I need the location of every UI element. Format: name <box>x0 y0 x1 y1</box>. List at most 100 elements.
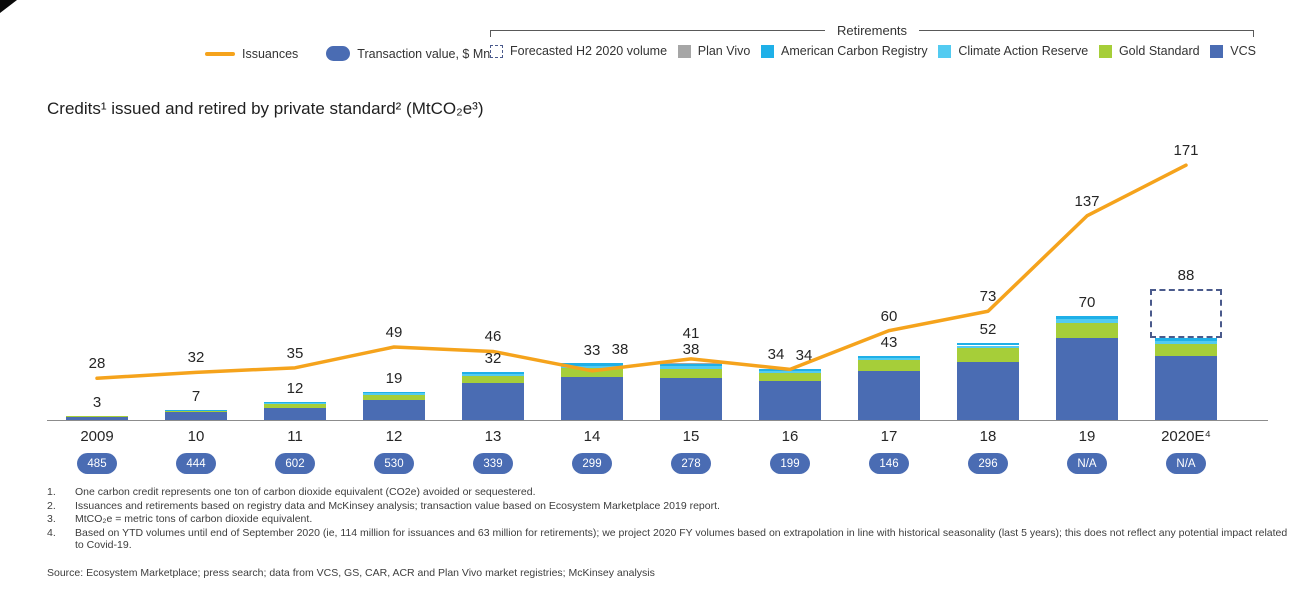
bracket-line-right <box>919 30 1254 31</box>
transaction-value-badge: 530 <box>374 453 414 474</box>
bar-segment-climate-action-reserve <box>264 402 326 405</box>
footnote-text: One carbon credit represents one ton of … <box>75 486 536 498</box>
bar-segment-vcs <box>957 361 1019 420</box>
footnote-text: Based on YTD volumes until end of Septem… <box>75 526 1288 552</box>
x-axis-label: 2020E⁴ <box>1161 428 1211 445</box>
issuances-value-label: 60 <box>880 307 898 325</box>
transaction-value-badge: 296 <box>968 453 1008 474</box>
bar-segment-climate-action-reserve <box>462 373 524 377</box>
legend-label-climate-action-reserve: Climate Action Reserve <box>958 44 1089 58</box>
transaction-value-badge: N/A <box>1067 453 1107 474</box>
x-axis-label: 12 <box>385 428 403 445</box>
legend-item-forecasted-h2-2020-volume: Forecasted H2 2020 volume <box>490 44 667 58</box>
bar-segment-american-carbon-registry <box>561 363 623 366</box>
bar-segment-climate-action-reserve <box>1155 341 1217 344</box>
bar-segment-american-carbon-registry <box>957 342 1019 346</box>
bar-segment-american-carbon-registry <box>660 364 722 367</box>
footnote-number: 4. <box>47 526 56 539</box>
footnote: 3. MtCO₂e = metric tons of carbon dioxide… <box>47 513 1292 526</box>
legend-item-american-carbon-registry: American Carbon Registry <box>761 44 928 58</box>
transaction-value-badge: 444 <box>176 453 216 474</box>
gold-standard-swatch-icon <box>1098 44 1112 58</box>
transaction-value-badge: N/A <box>1166 453 1206 474</box>
legend-label-transaction-value: Transaction value, $ Mn <box>357 46 491 61</box>
legend-primary: Issuances Transaction value, $ Mn <box>205 46 490 61</box>
transaction-value-badge: 299 <box>572 453 612 474</box>
issuances-value-label: 41 <box>682 324 700 342</box>
issuances-value-label: 49 <box>385 323 403 341</box>
bar-segment-climate-action-reserve <box>561 365 623 368</box>
retirements-total-label: 88 <box>1177 266 1195 284</box>
retirements-total-label: 7 <box>191 387 201 405</box>
retirements-total-label: 38 <box>611 341 629 359</box>
footnote: 4. Based on YTD volumes until end of Sept… <box>47 527 1292 552</box>
footnote-text: Issuances and retirements based on regis… <box>75 499 720 512</box>
bracket-tick-right <box>1253 30 1255 37</box>
retirements-legend-items: Forecasted H2 2020 volume Plan Vivo Americ… <box>490 44 1256 58</box>
bar-segment-vcs <box>1056 338 1118 420</box>
bar-segment-forecasted-h2-2020-volume <box>1150 288 1222 339</box>
slide-corner-mark <box>0 0 17 13</box>
bar-segment-gold-standard <box>561 367 623 377</box>
bar-segment-vcs <box>363 399 425 420</box>
bar-segment-gold-standard <box>462 376 524 383</box>
footnote-number: 3. <box>47 513 56 526</box>
legend-item-climate-action-reserve: Climate Action Reserve <box>938 44 1088 58</box>
legend-label-forecasted-h2-2020-volume: Forecasted H2 2020 volume <box>510 44 668 58</box>
bar-segment-gold-standard <box>1056 323 1118 339</box>
x-axis-label: 13 <box>484 428 502 445</box>
forecasted-h2-2020-volume-swatch-icon <box>490 44 503 58</box>
retirements-total-label: 32 <box>484 350 502 368</box>
x-axis-label: 14 <box>583 428 601 445</box>
bar-segment-gold-standard <box>1155 344 1217 356</box>
bar-segment-vcs <box>264 408 326 420</box>
issuances-value-label: 35 <box>286 344 304 362</box>
bar-segment-american-carbon-registry <box>363 391 425 393</box>
bar-segment-vcs <box>561 376 623 420</box>
issuances-value-label: 32 <box>187 349 205 367</box>
bar-segment-gold-standard <box>264 404 326 409</box>
bar-segment-climate-action-reserve <box>858 358 920 361</box>
retirements-total-label: 34 <box>795 347 813 365</box>
retirements-total-label: 43 <box>880 333 898 351</box>
bar-segment-american-carbon-registry <box>759 369 821 371</box>
bracket-tick-left <box>490 30 491 37</box>
bar-segment-climate-action-reserve <box>363 392 425 395</box>
bar-segment-climate-action-reserve <box>1056 319 1118 324</box>
bar-segment-gold-standard <box>660 369 722 379</box>
issuances-value-label: 137 <box>1074 192 1100 210</box>
transaction-value-badge: 278 <box>671 453 711 474</box>
x-axis-label: 17 <box>880 428 898 445</box>
x-axis-label: 18 <box>979 428 997 445</box>
retirements-total-label: 3 <box>92 393 102 411</box>
transaction-value-badge: 199 <box>770 453 810 474</box>
x-axis-label: 19 <box>1078 428 1096 445</box>
legend-item-issuances: Issuances <box>205 47 298 61</box>
issuances-value-label: 34 <box>767 346 785 364</box>
footnote: 1. One carbon credit represents one ton o… <box>47 486 1292 499</box>
retirements-total-label: 38 <box>682 341 700 359</box>
bar-segment-american-carbon-registry <box>858 355 920 359</box>
transaction-value-badge: 602 <box>275 453 315 474</box>
x-axis-label: 10 <box>187 428 205 445</box>
legend-label-issuances: Issuances <box>242 46 299 61</box>
legend-item-plan-vivo: Plan Vivo <box>677 44 750 58</box>
climate-action-reserve-swatch-icon <box>938 44 952 58</box>
source-line: Source: Ecosystem Marketplace; press sea… <box>47 567 655 579</box>
bar-segment-american-carbon-registry <box>462 372 524 374</box>
legend-label-american-carbon-registry: American Carbon Registry <box>781 44 928 58</box>
bar-segment-american-carbon-registry <box>264 402 326 403</box>
footnote-number: 1. <box>47 486 56 498</box>
issuances-value-label: 33 <box>583 341 601 359</box>
bar-segment-vcs <box>858 370 920 420</box>
legend-item-gold-standard: Gold Standard <box>1098 44 1200 58</box>
retirements-group-title: Retirements <box>836 23 908 38</box>
footnote-text: MtCO₂e = metric tons of carbon dioxide e… <box>75 513 313 526</box>
footnote-number: 2. <box>47 499 56 512</box>
bar-segment-vcs <box>66 415 128 420</box>
bar-segment-gold-standard <box>363 394 425 400</box>
x-axis-label: 2009 <box>80 428 114 445</box>
retirements-total-label: 19 <box>385 369 403 387</box>
bar-segment-american-carbon-registry <box>1056 315 1118 320</box>
